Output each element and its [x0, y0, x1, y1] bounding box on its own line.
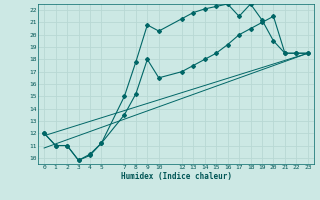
- X-axis label: Humidex (Indice chaleur): Humidex (Indice chaleur): [121, 172, 231, 181]
